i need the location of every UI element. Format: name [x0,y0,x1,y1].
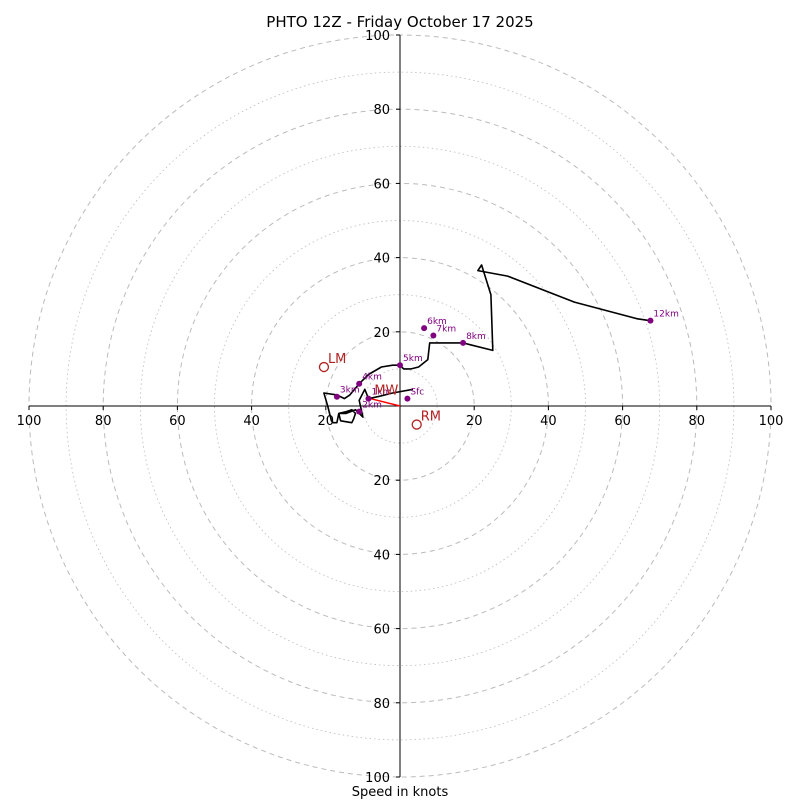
storm-motion-marker [318,361,330,373]
x-tick-label: 40 [243,414,260,429]
storm-motion-label: LM [328,352,346,367]
x-tick-label: 60 [169,414,186,429]
y-tick-label: 80 [373,697,390,712]
mean-wind-vector [370,397,401,407]
height-marker [397,362,403,369]
storm-motion-marker [411,419,422,430]
y-tick-label: 80 [373,103,390,118]
y-tick-label: 100 [365,771,390,786]
height-marker [404,395,411,402]
storm-motions: LM RM MW [318,352,441,430]
height-marker-label: 12km [653,310,678,320]
x-tick-label: 20 [466,414,483,429]
tick-labels: 100 80 60 40 20 20 40 60 80 100100806040202040608… [17,29,784,786]
height-marker-label: 5km [403,354,423,364]
height-marker-label: 8km [466,332,486,342]
y-tick-label: 20 [373,326,390,341]
height-marker [421,325,428,332]
height-marker-label: 1km [371,388,391,398]
x-axis-label: Speed in knots [352,785,449,800]
height-marker-label: 7km [436,325,456,335]
storm-motion-label: RM [421,410,441,425]
height-marker [460,339,467,346]
y-tick-label: 60 [373,177,390,192]
x-tick-label: 40 [540,414,557,429]
y-tick-label: 40 [373,252,390,267]
x-tick-label: 80 [689,414,706,429]
storm-motion-label: MW [374,384,398,399]
height-marker [356,380,363,387]
height-marker [365,395,372,402]
height-marker [333,393,340,400]
height-marker-label: 3km [340,386,360,396]
x-tick-label: 80 [95,414,112,429]
wind-trace [323,264,651,424]
chart-title: PHTO 12Z - Friday October 17 2025 [266,13,533,31]
x-tick-label: 100 [17,414,42,429]
height-marker-label: 4km [362,373,382,383]
y-tick-label: 40 [373,548,390,563]
height-marker [647,317,654,324]
x-tick-label: 60 [614,414,631,429]
x-tick-label: 100 [759,414,784,429]
height-marker-label: 2km [362,401,382,411]
height-marker-label: 6km [427,317,447,327]
y-tick-label: 100 [365,29,390,44]
height-marker [356,408,363,415]
y-tick-label: 20 [373,474,390,489]
y-tick-label: 60 [373,623,390,638]
height-marker [430,332,437,339]
height-marker-label: Sfc [410,388,424,398]
